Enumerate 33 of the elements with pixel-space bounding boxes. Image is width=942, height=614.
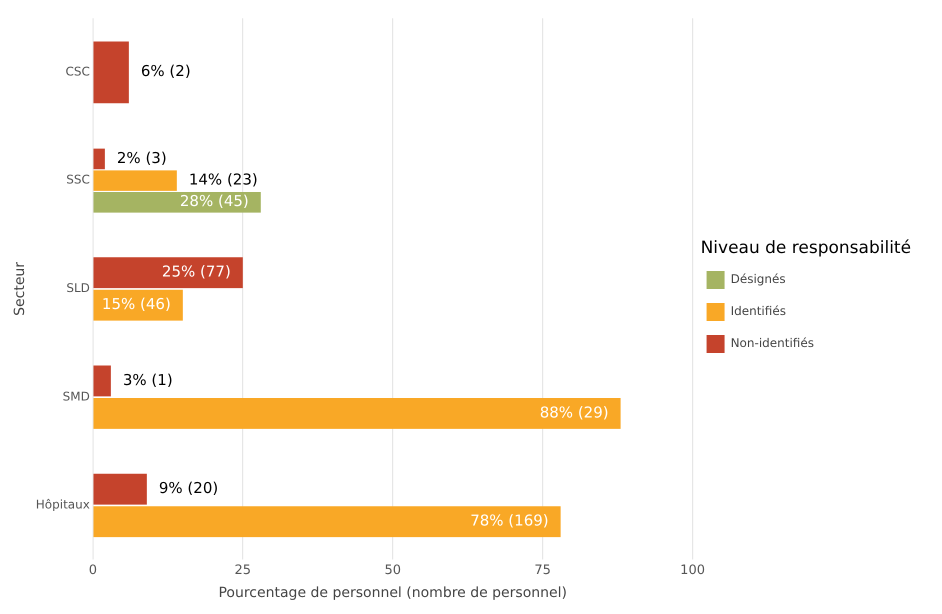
data-label: 78% (169) [470, 512, 549, 530]
y-tick-label: SSC [66, 172, 90, 187]
legend-label: Identifiés [730, 304, 786, 318]
y-tick-label: CSC [66, 64, 90, 78]
data-label: 3% (1) [122, 370, 173, 389]
y-tick-label: SLD [66, 281, 90, 296]
data-label: 28% (45) [180, 192, 249, 210]
x-tick-label: 100 [680, 562, 705, 578]
bar [93, 398, 621, 429]
legend-label: Désignés [730, 272, 786, 286]
bar [93, 506, 561, 538]
data-label: 25% (77) [162, 262, 231, 281]
y-axis-title: Secteur [12, 262, 28, 316]
bar [93, 366, 111, 396]
data-label: 14% (23) [188, 170, 258, 189]
x-tick-label: 75 [534, 562, 551, 578]
bar [93, 290, 183, 321]
data-label: 15% (46) [102, 295, 171, 314]
y-tick-label: Hôpitaux [36, 498, 90, 512]
legend-title: Niveau de responsabilité [700, 238, 912, 258]
data-label: 6% (2) [140, 62, 191, 80]
x-tick-label: 25 [234, 562, 252, 578]
bar [93, 192, 261, 213]
data-label: 88% (29) [540, 403, 609, 422]
x-tick-label: 50 [384, 562, 401, 578]
x-tick-label: 0 [88, 562, 98, 578]
bar [93, 257, 243, 288]
data-label: 2% (3) [116, 148, 167, 167]
y-tick-label: SMD [62, 389, 90, 404]
x-axis-title: Pourcentage de personnel (nombre de personnel) [218, 585, 567, 602]
legend-label: Non-identifiés [730, 336, 814, 350]
bar [93, 474, 147, 505]
data-label: 9% (20) [158, 479, 218, 498]
